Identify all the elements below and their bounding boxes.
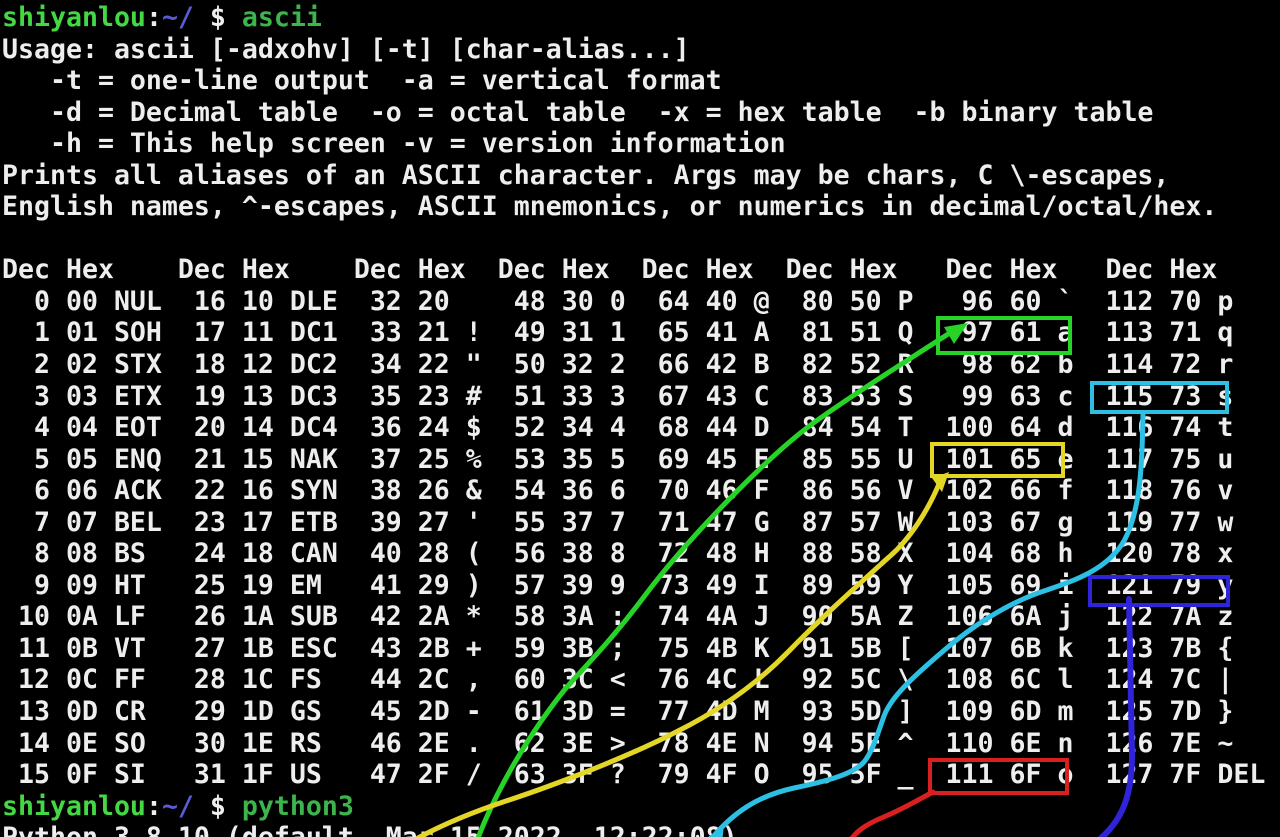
prompt-colon: : <box>145 790 162 822</box>
ascii-table-row-15: 15 0F SI 31 1F US 47 2F / 63 3F ? 79 4F … <box>2 759 1266 791</box>
ascii-table-row-3: 3 03 ETX 19 13 DC3 35 23 # 51 33 3 67 43… <box>2 380 1234 412</box>
ascii-table-header: Dec Hex Dec Hex Dec Hex Dec Hex Dec Hex … <box>2 254 1218 286</box>
ascii-table-row-8: 8 08 BS 24 18 CAN 40 28 ( 56 38 8 72 48 … <box>2 538 1234 570</box>
usage-line-1: -t = one-line output -a = vertical forma… <box>2 65 722 97</box>
ascii-table-row-14: 14 0E SO 30 1E RS 46 2E . 62 3E > 78 4E … <box>2 727 1234 759</box>
usage-line-2: -d = Decimal table -o = octal table -x =… <box>2 96 1154 128</box>
usage-line-0: Usage: ascii [-adxohv] [-t] [char-alias.… <box>2 33 690 65</box>
prompt-dollar: $ <box>193 2 242 33</box>
ascii-table-row-2: 2 02 STX 18 12 DC2 34 22 " 50 32 2 66 42… <box>2 349 1234 381</box>
usage-line-5: English names, ^-escapes, ASCII mnemonic… <box>2 191 1218 223</box>
prompt-username: shiyanlou <box>2 790 146 822</box>
ascii-table-row-5: 5 05 ENQ 21 15 NAK 37 25 % 53 35 5 69 45… <box>2 443 1234 475</box>
usage-line-4: Prints all aliases of an ASCII character… <box>2 159 1170 191</box>
ascii-table-row-6: 6 06 ACK 22 16 SYN 38 26 & 54 36 6 70 46… <box>2 475 1234 507</box>
prompt-dollar: $ <box>193 790 242 822</box>
ascii-table-row-0: 0 00 NUL 16 10 DLE 32 20 48 30 0 64 40 @… <box>2 285 1234 317</box>
prompt-line-ascii: shiyanlou:~/ $ ascii <box>2 2 1280 34</box>
prompt-path: ~/ <box>161 790 194 822</box>
command-python3: python3 <box>241 790 354 822</box>
prompt-path: ~/ <box>161 2 194 33</box>
ascii-table-row-7: 7 07 BEL 23 17 ETB 39 27 ' 55 37 7 71 47… <box>2 506 1234 538</box>
ascii-table-row-4: 4 04 EOT 20 14 DC4 36 24 $ 52 34 4 68 44… <box>2 412 1234 444</box>
ascii-table-row-9: 9 09 HT 25 19 EM 41 29 ) 57 39 9 73 49 I… <box>2 569 1234 601</box>
prompt-line-python: shiyanlou:~/ $ python3 <box>2 791 1280 823</box>
blank-line <box>2 223 1280 255</box>
python-banner: Python 3.8.10 (default, Mar 15 2022, 12:… <box>2 822 1280 837</box>
command-ascii: ascii <box>241 2 322 33</box>
prompt-colon: : <box>145 2 162 33</box>
ascii-table-row-1: 1 01 SOH 17 11 DC1 33 21 ! 49 31 1 65 41… <box>2 317 1234 349</box>
ascii-table-row-10: 10 0A LF 26 1A SUB 42 2A * 58 3A : 74 4A… <box>2 601 1234 633</box>
usage-line-3: -h = This help screen -v = version infor… <box>2 128 786 160</box>
ascii-table-row-13: 13 0D CR 29 1D GS 45 2D - 61 3D = 77 4D … <box>2 696 1234 728</box>
prompt-username: shiyanlou <box>2 2 146 33</box>
ascii-table-row-11: 11 0B VT 27 1B ESC 43 2B + 59 3B ; 75 4B… <box>2 632 1234 664</box>
ascii-table-row-12: 12 0C FF 28 1C FS 44 2C , 60 3C < 76 4C … <box>2 664 1234 696</box>
